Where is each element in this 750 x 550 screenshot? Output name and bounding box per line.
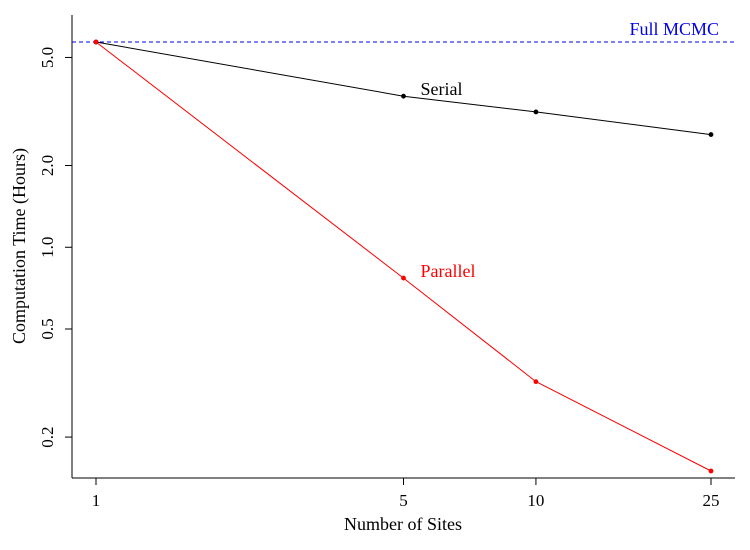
serial-point	[708, 132, 714, 137]
serial-point	[533, 109, 539, 115]
series-layer: Serial Parallel	[93, 39, 714, 474]
reference-lines: Full MCMC	[72, 19, 735, 43]
parallel-point	[708, 468, 714, 474]
x-axis-label: Number of Sites	[344, 514, 462, 534]
axes	[71, 15, 735, 479]
x-tick-label: 5	[399, 491, 408, 510]
serial-line	[95, 41, 712, 136]
parallel-label: Parallel	[421, 261, 476, 281]
parallel-line	[95, 41, 712, 472]
y-tick-label: 5.0	[38, 47, 57, 68]
x-tick-label: 10	[527, 491, 544, 510]
parallel-point	[533, 379, 539, 385]
x-tick-label: 25	[703, 491, 720, 510]
y-tick-label: 0.2	[38, 426, 57, 447]
serial-label: Serial	[421, 79, 463, 99]
y-axis-label: Computation Time (Hours)	[9, 148, 30, 344]
serial-series: Serial	[93, 39, 714, 137]
y-tick-label: 2.0	[38, 155, 57, 176]
full-mcmc-label: Full MCMC	[629, 19, 719, 39]
y-tick-label: 1.0	[38, 237, 57, 258]
serial-point	[401, 93, 406, 99]
y-tick-label: 0.5	[38, 318, 57, 339]
x-ticks: 1 5 10 25	[92, 478, 720, 510]
parallel-series: Parallel	[93, 39, 714, 474]
parallel-point	[93, 39, 99, 45]
y-ticks: 0.2 0.5 1.0 2.0 5.0	[38, 47, 72, 448]
x-tick-label: 1	[92, 491, 101, 510]
parallel-point	[401, 275, 406, 281]
